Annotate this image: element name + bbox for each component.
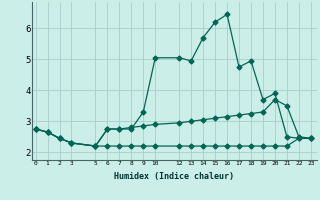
X-axis label: Humidex (Indice chaleur): Humidex (Indice chaleur): [115, 172, 234, 181]
